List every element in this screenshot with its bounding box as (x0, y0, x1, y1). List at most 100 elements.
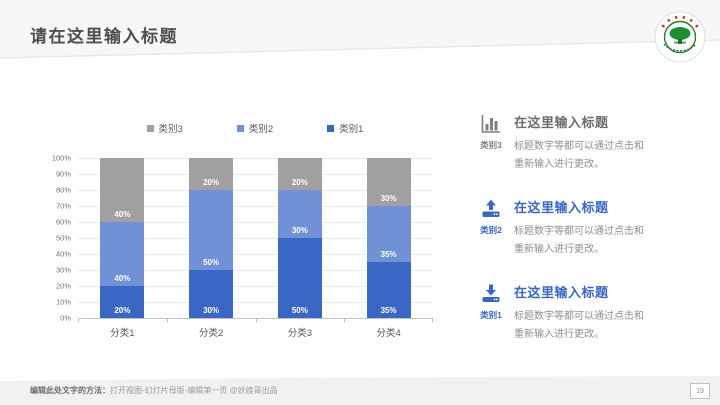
legend-item: 类别2 (236, 121, 274, 135)
gridline (78, 206, 433, 207)
top-wave-decoration (0, 0, 720, 59)
gridline (78, 270, 433, 271)
data-label: 40% (114, 274, 131, 283)
legend-swatch (146, 124, 154, 132)
data-label: 50% (291, 306, 308, 315)
y-axis-tick-label: 0% (60, 313, 71, 323)
data-label: 35% (380, 306, 397, 315)
legend-item: 类别1 (327, 121, 363, 135)
x-axis-label: 分类3 (287, 328, 313, 339)
logo-arc-text-marks (661, 15, 699, 28)
footer-note: 编辑此处文字的方法：打开视图-幻灯片母版-编辑第一页 @妖娆哥出品 (30, 385, 278, 396)
data-label: 20% (203, 178, 220, 187)
panel-item-title[interactable]: 在这里输入标题 (514, 285, 609, 300)
y-axis-tick-label: 100% (51, 153, 71, 163)
bar-segment: 30% (366, 158, 411, 206)
bar-segment: 35% (366, 262, 411, 318)
bar-slot: 50% 30% 20% (256, 158, 345, 318)
panel-item-title[interactable]: 在这里输入标题 (514, 115, 609, 130)
gridline (78, 190, 433, 191)
panel-item-text: 在这里输入标题 标题数字等都可以通过点击和 重新输入进行更改。 (514, 280, 706, 346)
x-axis-tick (78, 318, 79, 322)
bar-segment: 20% (189, 158, 234, 190)
bar-segment: 40% (100, 158, 145, 222)
upload-icon (482, 199, 500, 217)
bar-segment: 50% (277, 238, 322, 318)
panel-item-label: 类别3 (480, 140, 502, 150)
data-label: 40% (114, 210, 131, 219)
page-number: 19 (690, 383, 710, 399)
panel-item-icon-column: 类别3 (468, 110, 514, 176)
stacked-bar: 35% 35% 30% (366, 158, 411, 318)
bar-chart-icon (481, 115, 500, 133)
data-label: 50% (203, 258, 220, 267)
panel-item-body: 标题数字等都可以通过点击和 重新输入进行更改。 (514, 138, 706, 173)
bar-slot: 35% 35% 30% (344, 158, 433, 318)
bottom-wave-decoration (0, 376, 720, 405)
panel-item-text: 在这里输入标题 标题数字等都可以通过点击和 重新输入进行更改。 (514, 110, 706, 176)
panel-item-icon-column: 类别2 (468, 195, 514, 261)
stacked-bar: 30% 50% 20% (189, 158, 234, 318)
data-label: 30% (203, 306, 220, 315)
panel-item-body: 标题数字等都可以通过点击和 重新输入进行更改。 (514, 308, 706, 343)
stacked-bar: 20% 40% 40% (100, 158, 145, 318)
bar-segment: 30% (189, 270, 234, 318)
data-label: 20% (114, 306, 131, 315)
gridline (78, 302, 433, 303)
logo-bottom-arc-text (663, 43, 697, 52)
bar-segment: 20% (277, 158, 322, 190)
plot-area[interactable]: 100% 90% 80% 70% 60% 50% 40% 30% 20% 10% 0% 20% 40% 4… (52, 154, 433, 323)
chart-legend: 类别3 类别2 类别1 (75, 121, 435, 135)
data-label: 30% (380, 194, 397, 203)
panel-item-label: 类别2 (480, 225, 502, 235)
bar-segment: 40% (100, 222, 145, 286)
gridline (78, 238, 433, 239)
bars-container: 20% 40% 40% 30% 50% 20% 50% 30% 20% 35% 35% 30% (78, 158, 433, 318)
panel-item-category1[interactable]: 类别1 在这里输入标题 标题数字等都可以通过点击和 重新输入进行更改。 (468, 280, 706, 346)
body-line: 重新输入进行更改。 (514, 328, 604, 340)
gridline (78, 174, 433, 175)
legend-item: 类别3 (146, 121, 183, 135)
panel-item-label: 类别1 (480, 310, 502, 320)
bar-segment: 30% (277, 190, 322, 238)
legend-label: 类别3 (158, 124, 183, 135)
x-axis-tick (166, 318, 168, 322)
legend-label: 类别1 (339, 124, 364, 135)
panel-item-text: 在这里输入标题 标题数字等都可以通过点击和 重新输入进行更改。 (514, 195, 706, 261)
bar-segment: 50% (189, 190, 234, 270)
footer-note-text: 打开视图-幻灯片母版-编辑第一页 @妖娆哥出品 (110, 386, 278, 395)
bar-segment: 20% (100, 286, 145, 318)
university-emblem-logo (654, 11, 706, 63)
gridline (78, 158, 433, 159)
y-axis-tick-label: 20% (55, 281, 71, 291)
body-line: 重新输入进行更改。 (514, 243, 604, 255)
bar-slot: 20% 40% 40% (78, 158, 167, 318)
y-axis-tick-label: 50% (55, 233, 71, 243)
y-axis-tick-label: 10% (55, 297, 71, 307)
x-axis-label: 分类1 (110, 328, 135, 339)
body-line: 重新输入进行更改。 (514, 158, 604, 170)
slide-title[interactable]: 请在这里输入标题 (30, 27, 178, 46)
text-panel: 类别3 在这里输入标题 标题数字等都可以通过点击和 重新输入进行更改。 类别2 (468, 110, 706, 365)
y-axis-tick-label: 30% (55, 265, 71, 275)
gridline (78, 222, 433, 223)
bar-segment: 35% (366, 206, 411, 262)
x-axis-tick (344, 318, 346, 322)
y-axis-tick-label: 60% (55, 217, 71, 227)
x-axis-label: 分类4 (376, 328, 401, 339)
panel-item-body: 标题数字等都可以通过点击和 重新输入进行更改。 (514, 223, 706, 258)
panel-item-category2[interactable]: 类别2 在这里输入标题 标题数字等都可以通过点击和 重新输入进行更改。 (468, 195, 706, 261)
body-line: 标题数字等都可以通过点击和 (514, 141, 644, 152)
data-label: 35% (380, 250, 397, 259)
panel-item-category3[interactable]: 类别3 在这里输入标题 标题数字等都可以通过点击和 重新输入进行更改。 (468, 110, 706, 176)
bar-slot: 30% 50% 20% (167, 158, 256, 318)
legend-label: 类别2 (248, 124, 274, 135)
x-axis-tick (432, 318, 433, 322)
tree-canopy-icon (669, 27, 691, 40)
data-label: 30% (291, 226, 308, 235)
panel-item-title[interactable]: 在这里输入标题 (514, 200, 609, 215)
y-axis-tick-label: 70% (55, 201, 71, 211)
x-axis-tick (255, 318, 257, 322)
footer-note-bold: 编辑此处文字的方法： (30, 386, 110, 395)
body-line: 标题数字等都可以通过点击和 (514, 311, 644, 322)
